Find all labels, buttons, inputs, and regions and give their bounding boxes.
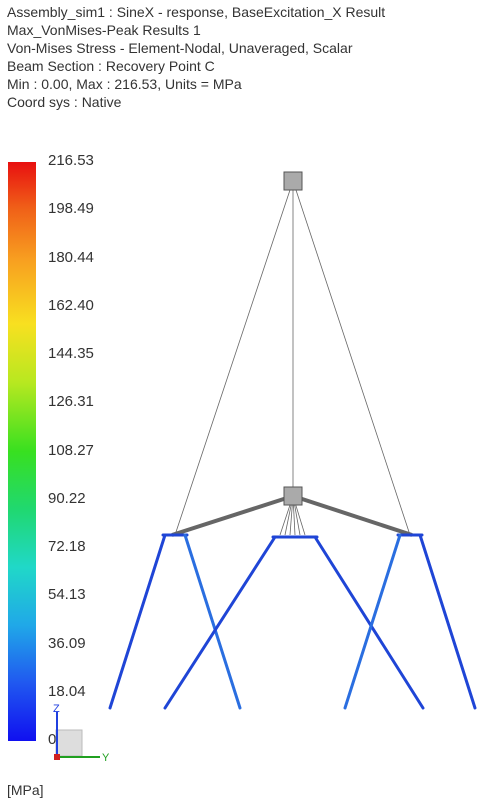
node: [283, 486, 303, 506]
header-line: Coord sys : Native: [7, 94, 122, 110]
y-label: Y: [102, 752, 110, 764]
unit-label: [MPa]: [7, 782, 44, 798]
legend-label: 18.04: [48, 682, 86, 700]
legend-label: 126.31: [48, 393, 94, 411]
rigid-links: [174, 180, 411, 536]
header-line: Beam Section : Recovery Point C: [7, 58, 215, 74]
legend-label: 144.35: [48, 345, 94, 362]
header-line: Max_VonMises-Peak Results 1: [7, 22, 201, 38]
legend-label: 162.40: [48, 296, 94, 314]
legend-label: 90.22: [48, 489, 86, 507]
triad-box: [55, 729, 83, 757]
header-line: Assembly_sim1 : SineX - response, BaseEx…: [7, 4, 386, 20]
legend-label: 108.27: [48, 441, 94, 459]
legend-label: 54.13: [48, 586, 86, 604]
thick-links: [171, 494, 413, 537]
z-label: Z: [53, 703, 60, 715]
header-line: Von-Mises Stress - Element-Nodal, Unaver…: [7, 40, 353, 56]
legend-label: 72.18: [48, 538, 86, 555]
color-bar: [8, 162, 36, 741]
legend-label: 36.09: [48, 634, 86, 652]
legend-label: 180.44: [48, 248, 94, 266]
legend-label: 198.49: [48, 200, 94, 218]
legend-label: 216.53: [48, 152, 94, 169]
origin: [54, 754, 60, 760]
header-line: Min : 0.00, Max : 216.53, Units = MPa: [7, 76, 242, 92]
beams: [108, 533, 477, 710]
node: [283, 171, 303, 191]
